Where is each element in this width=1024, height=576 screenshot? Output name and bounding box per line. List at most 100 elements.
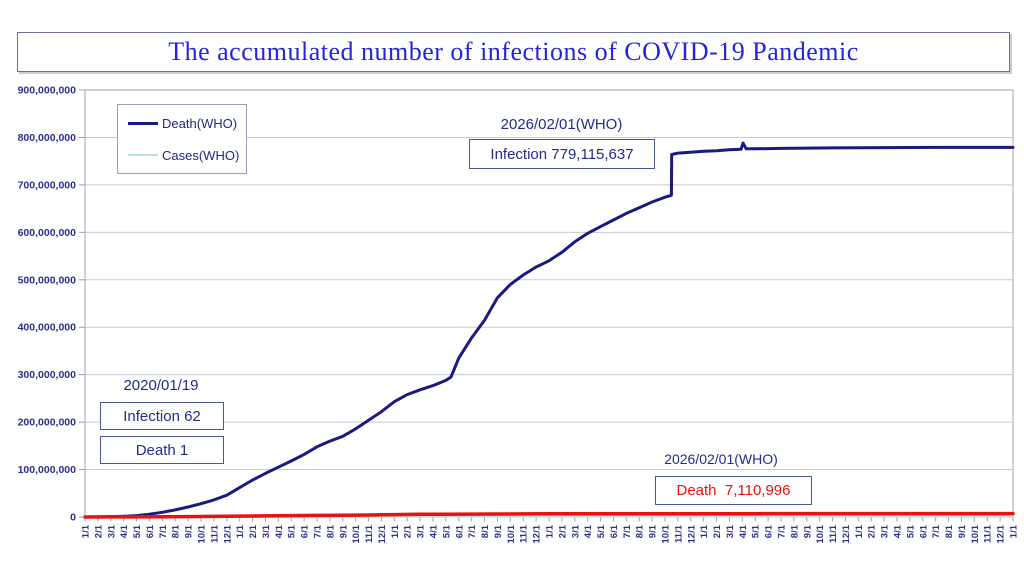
svg-text:6/1: 6/1 (764, 524, 775, 538)
annotation-start-death-box: Death 1 (100, 436, 224, 464)
cases-line-swatch-icon (128, 154, 158, 156)
svg-text:4/1: 4/1 (429, 524, 440, 538)
svg-text:9/1: 9/1 (493, 524, 504, 538)
svg-text:2/1: 2/1 (248, 524, 259, 538)
svg-text:100,000,000: 100,000,000 (18, 464, 77, 476)
svg-text:11/1: 11/1 (364, 524, 375, 543)
svg-text:1/1: 1/1 (390, 524, 401, 538)
svg-text:11/1: 11/1 (519, 524, 530, 543)
svg-text:5/1: 5/1 (596, 524, 607, 538)
svg-text:4/1: 4/1 (893, 524, 904, 538)
annotation-latest-death-box: Death 7,110,996 (655, 476, 812, 505)
annotation-latest-date-bottom: 2026/02/01(WHO) (664, 451, 778, 467)
svg-text:11/1: 11/1 (983, 524, 994, 543)
chart-title: The accumulated number of infections of … (168, 37, 859, 66)
svg-text:8/1: 8/1 (171, 524, 182, 538)
svg-text:8/1: 8/1 (944, 524, 955, 538)
svg-text:11/1: 11/1 (828, 524, 839, 543)
death-line-swatch-icon (128, 121, 158, 125)
annotation-latest-infection-box: Infection 779,115,637 (469, 139, 655, 169)
svg-text:10/1: 10/1 (970, 524, 981, 543)
svg-text:1/1: 1/1 (545, 524, 556, 538)
svg-text:5/1: 5/1 (132, 524, 143, 538)
chart-title-box: The accumulated number of infections of … (17, 32, 1010, 72)
svg-text:5/1: 5/1 (287, 524, 298, 538)
annotation-start-date: 2020/01/19 (123, 377, 199, 394)
svg-text:9/1: 9/1 (957, 524, 968, 538)
svg-text:7/1: 7/1 (158, 524, 169, 538)
svg-text:1/1: 1/1 (854, 524, 865, 538)
svg-text:3/1: 3/1 (261, 524, 272, 538)
svg-text:3/1: 3/1 (880, 524, 891, 538)
svg-text:400,000,000: 400,000,000 (18, 322, 77, 334)
svg-text:12/1: 12/1 (532, 524, 543, 543)
svg-text:1/1: 1/1 (699, 524, 710, 538)
svg-text:5/1: 5/1 (751, 524, 762, 538)
svg-text:3/1: 3/1 (106, 524, 117, 538)
svg-text:6/1: 6/1 (145, 524, 156, 538)
svg-text:2/1: 2/1 (712, 524, 723, 538)
svg-text:10/1: 10/1 (815, 524, 826, 543)
svg-text:4/1: 4/1 (119, 524, 130, 538)
svg-text:5/1: 5/1 (905, 524, 916, 538)
svg-text:1/1: 1/1 (81, 524, 92, 538)
svg-text:200,000,000: 200,000,000 (18, 417, 77, 429)
svg-text:12/1: 12/1 (222, 524, 233, 543)
svg-text:900,000,000: 900,000,000 (18, 85, 77, 97)
chart-legend: Death(WHO) Cases(WHO) (117, 104, 247, 174)
svg-text:2/1: 2/1 (867, 524, 878, 538)
svg-text:7/1: 7/1 (313, 524, 324, 538)
svg-text:9/1: 9/1 (338, 524, 349, 538)
svg-text:6/1: 6/1 (300, 524, 311, 538)
svg-text:10/1: 10/1 (197, 524, 208, 543)
svg-text:2/1: 2/1 (557, 524, 568, 538)
svg-text:6/1: 6/1 (918, 524, 929, 538)
svg-text:7/1: 7/1 (777, 524, 788, 538)
svg-text:4/1: 4/1 (274, 524, 285, 538)
svg-text:4/1: 4/1 (583, 524, 594, 538)
legend-label-cases: Cases(WHO) (162, 147, 240, 163)
svg-text:12/1: 12/1 (841, 524, 852, 543)
svg-text:8/1: 8/1 (635, 524, 646, 538)
svg-text:600,000,000: 600,000,000 (18, 227, 77, 239)
legend-item-death: Death(WHO) (118, 116, 246, 131)
svg-text:9/1: 9/1 (802, 524, 813, 538)
annotation-start-infection-box: Infection 62 (100, 402, 224, 430)
svg-text:10/1: 10/1 (506, 524, 517, 543)
svg-text:12/1: 12/1 (686, 524, 697, 543)
svg-text:5/1: 5/1 (441, 524, 452, 538)
annotation-latest-date-top: 2026/02/01(WHO) (500, 116, 623, 133)
svg-text:700,000,000: 700,000,000 (18, 179, 77, 191)
svg-text:3/1: 3/1 (570, 524, 581, 538)
svg-text:2/1: 2/1 (93, 524, 104, 538)
svg-text:8/1: 8/1 (789, 524, 800, 538)
svg-text:10/1: 10/1 (661, 524, 672, 543)
svg-text:9/1: 9/1 (184, 524, 195, 538)
svg-text:3/1: 3/1 (725, 524, 736, 538)
svg-text:12/1: 12/1 (996, 524, 1007, 543)
svg-text:9/1: 9/1 (648, 524, 659, 538)
legend-label-death: Death(WHO) (162, 115, 238, 131)
svg-text:7/1: 7/1 (931, 524, 942, 538)
svg-text:2/1: 2/1 (403, 524, 414, 538)
svg-text:11/1: 11/1 (673, 524, 684, 543)
svg-text:7/1: 7/1 (622, 524, 633, 538)
svg-text:12/1: 12/1 (377, 524, 388, 543)
svg-text:1/1: 1/1 (235, 524, 246, 538)
svg-text:3/1: 3/1 (416, 524, 427, 538)
svg-text:4/1: 4/1 (738, 524, 749, 538)
svg-text:500,000,000: 500,000,000 (18, 274, 77, 286)
svg-text:1/1: 1/1 (1009, 524, 1020, 538)
svg-text:300,000,000: 300,000,000 (18, 369, 77, 381)
svg-text:800,000,000: 800,000,000 (18, 132, 77, 144)
svg-text:8/1: 8/1 (480, 524, 491, 538)
legend-item-cases: Cases(WHO) (118, 148, 246, 163)
svg-text:6/1: 6/1 (609, 524, 620, 538)
svg-text:10/1: 10/1 (351, 524, 362, 543)
svg-text:11/1: 11/1 (209, 524, 220, 543)
svg-text:8/1: 8/1 (325, 524, 336, 538)
svg-text:0: 0 (70, 512, 76, 524)
svg-text:7/1: 7/1 (467, 524, 478, 538)
